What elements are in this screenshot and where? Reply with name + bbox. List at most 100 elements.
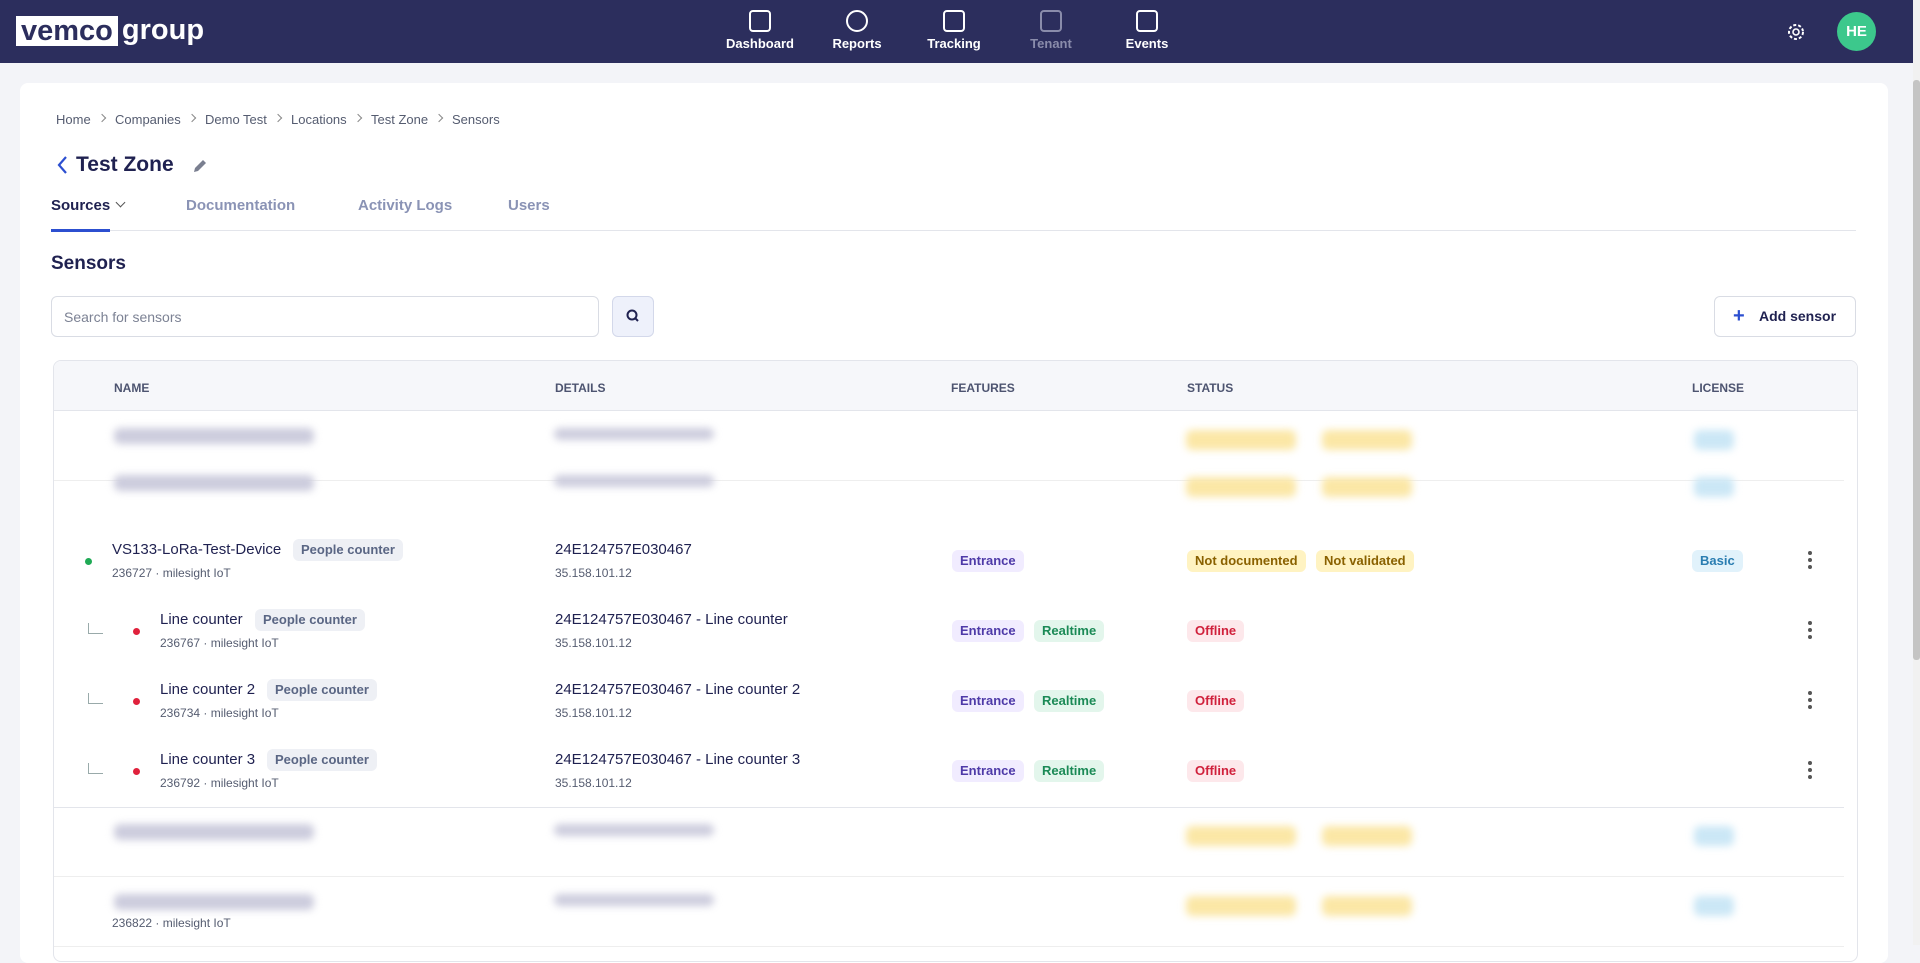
avatar[interactable]: HE (1837, 12, 1876, 51)
search-button[interactable] (612, 296, 654, 337)
blurred-content (1186, 896, 1296, 916)
blurred-row (54, 806, 1844, 877)
sensor-type-tag: People counter (293, 539, 403, 561)
table-header (54, 361, 1857, 411)
page-title: Test Zone (76, 153, 174, 176)
tab[interactable]: Users (508, 197, 550, 214)
sensor-type-tag: People counter (255, 609, 365, 631)
logo-box: vemco (16, 15, 118, 46)
child-arrow (88, 693, 103, 704)
search-input[interactable]: Search for sensors (51, 296, 599, 337)
row-menu[interactable] (1808, 621, 1812, 641)
menu-dot (1808, 705, 1812, 709)
blurred-content (1322, 477, 1412, 497)
tab[interactable]: Documentation (186, 197, 296, 214)
nav-icon[interactable] (1040, 10, 1062, 32)
sensor-sub: 236734 · milesight IoT (160, 706, 279, 720)
sensor-details: 24E124757E030467 (555, 541, 692, 558)
nav-item[interactable]: Reports (832, 36, 882, 51)
sensor-name[interactable]: Line counter 3 (160, 751, 256, 768)
status-dot (133, 768, 140, 775)
breadcrumb-item[interactable]: Companies (115, 112, 181, 127)
blurred-row (54, 457, 1844, 528)
column-header: DETAILS (555, 381, 606, 395)
status-pill: Offline (1187, 760, 1245, 782)
sensor-sub: 236767 · milesight IoT (160, 636, 279, 650)
sensor-name[interactable]: Line counter 2 (160, 681, 256, 698)
row-menu[interactable] (1808, 691, 1812, 711)
breadcrumb-item: Sensors (452, 112, 500, 127)
blurred-content (554, 894, 714, 906)
feature-pill: Entrance (952, 550, 1024, 572)
sensor-details: 24E124757E030467 - Line counter 2 (555, 681, 801, 698)
breadcrumb-item[interactable]: Test Zone (371, 112, 429, 127)
nav-icon[interactable] (749, 10, 771, 32)
edit-icon[interactable] (191, 157, 209, 175)
child-arrow (88, 623, 103, 634)
blurred-content (554, 824, 714, 836)
menu-dot (1808, 628, 1812, 632)
breadcrumb-item[interactable]: Demo Test (205, 112, 267, 127)
nav-item[interactable]: Dashboard (726, 36, 794, 51)
menu-dot (1808, 621, 1812, 625)
blurred-content (114, 475, 314, 491)
column-header: NAME (114, 381, 150, 395)
table-row: Line counter People counter 236767 · miles… (54, 597, 1844, 668)
status-pill: Not documented (1187, 550, 1306, 572)
blurred-content (1322, 826, 1412, 846)
menu-dot (1808, 635, 1812, 639)
menu-dot (1808, 768, 1812, 772)
blurred-content (1322, 430, 1412, 450)
logo[interactable]: vemco group (16, 14, 204, 47)
blurred-content (1322, 896, 1412, 916)
nav-item[interactable]: Tracking (927, 36, 981, 51)
tab[interactable]: Activity Logs (358, 197, 453, 214)
feature-pill: Entrance (952, 620, 1024, 642)
breadcrumb-item[interactable]: Home (56, 112, 91, 127)
section-title: Sensors (51, 253, 126, 274)
blurred-content (114, 824, 314, 840)
back-icon[interactable] (56, 155, 70, 175)
nav-item[interactable]: Tenant (1030, 36, 1072, 51)
tab[interactable]: Sources (51, 197, 111, 214)
sensor-details: 24E124757E030467 - Line counter 3 (555, 751, 801, 768)
blurred-content (1694, 826, 1734, 846)
add-sensor-label: Add sensor (1759, 308, 1837, 324)
sensor-ip: 35.158.101.12 (555, 566, 632, 580)
status-pill: Offline (1187, 690, 1245, 712)
blurred-content (1694, 430, 1734, 450)
blurred-row: 236822 · milesight IoT (54, 876, 1844, 947)
status-pill: Offline (1187, 620, 1245, 642)
nav-icon[interactable] (1136, 10, 1158, 32)
license-pill: Basic (1692, 550, 1743, 572)
active-tab-underline (51, 229, 110, 232)
menu-dot (1808, 558, 1812, 562)
feature-pill: Realtime (1034, 760, 1105, 782)
menu-dot (1808, 761, 1812, 765)
add-sensor-button[interactable]: + Add sensor (1714, 296, 1856, 337)
settings-icon[interactable] (1784, 20, 1808, 44)
column-header: STATUS (1187, 381, 1234, 395)
logo-text: group (121, 14, 205, 46)
column-header: LICENSE (1692, 381, 1745, 395)
blurred-content (554, 428, 714, 440)
sensor-name[interactable]: Line counter (160, 611, 243, 628)
row-menu[interactable] (1808, 761, 1812, 781)
blurred-content (1694, 477, 1734, 497)
sensor-name[interactable]: VS133-LoRa-Test-Device (112, 541, 282, 558)
feature-pill: Realtime (1034, 690, 1105, 712)
menu-dot (1808, 691, 1812, 695)
nav-icon[interactable] (943, 10, 965, 32)
status-dot (133, 698, 140, 705)
scrollbar-thumb (1913, 80, 1920, 660)
content-card (20, 83, 1888, 963)
breadcrumb-item[interactable]: Locations (291, 112, 347, 127)
row-menu[interactable] (1808, 551, 1812, 571)
status-dot (133, 628, 140, 635)
plus-icon: + (1733, 305, 1745, 327)
sensor-ip: 35.158.101.12 (555, 776, 632, 790)
nav-item[interactable]: Events (1125, 36, 1169, 51)
sensor-ip: 35.158.101.12 (555, 636, 632, 650)
nav-icon[interactable] (846, 10, 868, 32)
